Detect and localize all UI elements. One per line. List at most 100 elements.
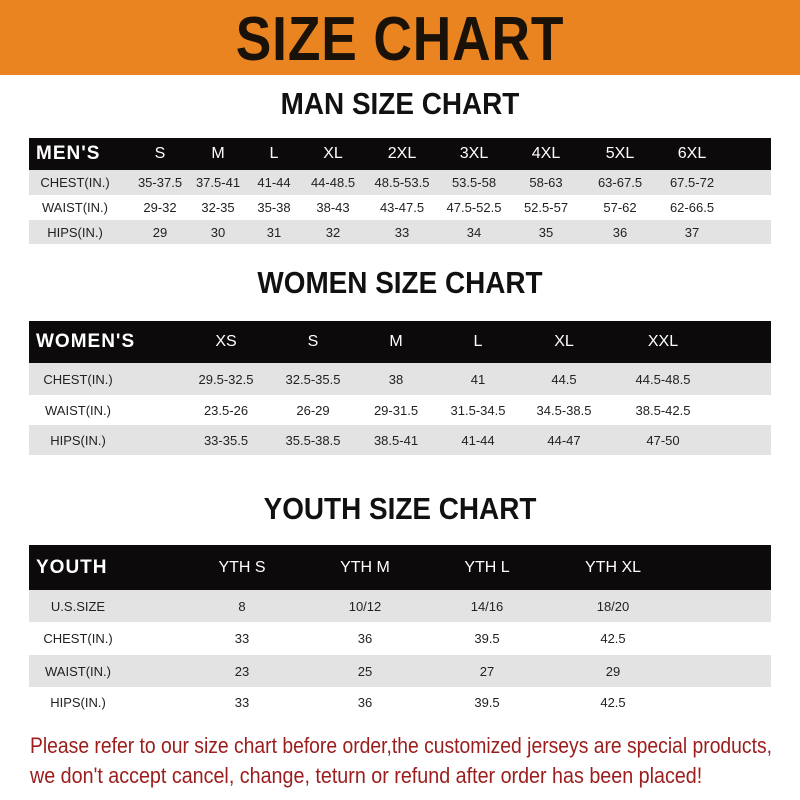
table-cell: 34.5-38.5 — [536, 402, 592, 418]
table-cell: 52.5-57 — [523, 200, 569, 215]
table-cell: 41-44 — [461, 432, 495, 448]
table-cell: 25 — [357, 663, 373, 679]
table-cell: 58-63 — [529, 175, 563, 190]
measure-label: WAIST(IN.) — [45, 402, 111, 418]
table-cell: 41-44 — [257, 175, 291, 190]
measure-label: CHEST(IN.) — [40, 175, 110, 190]
table-cell: 33-35.5 — [203, 432, 249, 448]
table-cell: 38.5-42.5 — [635, 402, 691, 418]
table-title-cell: MEN'S — [36, 143, 101, 164]
table-cell: 35-38 — [257, 200, 291, 215]
table-cell: 8 — [238, 598, 246, 614]
table-cell: 41 — [470, 371, 486, 387]
women-section-title: WOMEN SIZE CHART — [257, 265, 543, 300]
size-header: YTH XL — [584, 558, 642, 576]
table-cell: 44-48.5 — [310, 175, 356, 190]
table-header-row: YOUTH YTH S YTH M YTH L YTH XL — [29, 545, 771, 590]
table-cell: 39.5 — [474, 695, 500, 710]
table-row: CHEST(IN.) 35-37.5 37.5-41 41-44 44-48.5 48.5… — [29, 170, 771, 195]
table-cell: 18/20 — [596, 598, 630, 614]
table-cell: 35 — [538, 224, 554, 240]
size-header: XXL — [647, 333, 679, 350]
measure-label: HIPS(IN.) — [47, 224, 103, 240]
table-header-row: MEN'S S M L XL 2XL 3XL 4XL 5XL 6XL — [29, 138, 771, 170]
table-row: HIPS(IN.) 33 36 39.5 42.5 — [29, 687, 771, 718]
size-header: 4XL — [531, 145, 561, 162]
size-header: 3XL — [459, 145, 489, 162]
banner: SIZE CHART — [0, 0, 800, 75]
table-cell: 36 — [612, 224, 628, 240]
table-cell: 36 — [357, 631, 373, 646]
notice-line-1: Please refer to our size chart before or… — [30, 733, 772, 758]
measure-label: WAIST(IN.) — [42, 200, 108, 215]
size-header: 2XL — [387, 145, 417, 162]
table-cell: 14/16 — [470, 598, 504, 614]
table-cell: 35-37.5 — [137, 175, 183, 190]
notice-line-2: we don't accept cancel, change, teturn o… — [30, 763, 703, 788]
table-cell: 44-47 — [547, 432, 581, 448]
table-cell: 27 — [479, 663, 495, 679]
table-cell: 53.5-58 — [451, 175, 497, 190]
table-cell: 38.5-41 — [373, 432, 419, 448]
table-cell: 34 — [466, 224, 482, 240]
measure-label: HIPS(IN.) — [50, 695, 106, 710]
size-header: M — [211, 145, 225, 162]
size-header: S — [307, 333, 319, 350]
table-cell: 44.5-48.5 — [635, 371, 691, 387]
table-row: CHEST(IN.) 29.5-32.5 32.5-35.5 38 41 44.5 44.5… — [29, 363, 771, 395]
size-header: XS — [215, 333, 237, 350]
measure-label: HIPS(IN.) — [50, 432, 106, 448]
measure-label: CHEST(IN.) — [43, 371, 113, 387]
table-title-cell: WOMEN'S — [36, 331, 136, 352]
table-cell: 43-47.5 — [379, 200, 425, 215]
men-size-table: MEN'S S M L XL 2XL 3XL 4XL 5XL 6XL CHEST(IN.) 35-37… — [29, 138, 771, 244]
measure-label: U.S.SIZE — [50, 598, 106, 614]
table-row: HIPS(IN.) 29 30 31 32 33 34 35 36 37 — [29, 220, 771, 244]
measure-label: WAIST(IN.) — [45, 663, 111, 679]
size-header: XL — [323, 145, 343, 162]
table-cell: 31 — [266, 224, 282, 240]
size-header: L — [269, 145, 279, 162]
table-cell: 23.5-26 — [203, 402, 249, 418]
measure-label: CHEST(IN.) — [43, 631, 113, 646]
table-cell: 42.5 — [600, 631, 626, 646]
table-header-row: WOMEN'S XS S M L XL XXL — [29, 321, 771, 363]
table-row: U.S.SIZE 8 10/12 14/16 18/20 — [29, 590, 771, 622]
table-cell: 33 — [394, 224, 410, 240]
size-header: L — [473, 333, 483, 350]
table-cell: 57-62 — [603, 200, 637, 215]
table-cell: 29 — [605, 663, 621, 679]
table-cell: 44.5 — [551, 371, 577, 387]
table-row: WAIST(IN.) 23.5-26 26-29 29-31.5 31.5-34.5 34… — [29, 395, 771, 425]
table-cell: 47-50 — [646, 432, 680, 448]
size-header: 6XL — [677, 145, 707, 162]
size-header: S — [154, 145, 166, 162]
size-header: YTH M — [340, 558, 390, 576]
table-cell: 32.5-35.5 — [285, 371, 341, 387]
table-row: CHEST(IN.) 33 36 39.5 42.5 — [29, 622, 771, 655]
women-size-table: WOMEN'S XS S M L XL XXL CHEST(IN.) 29.5-32.5 32.5… — [29, 321, 771, 455]
youth-section-title: YOUTH SIZE CHART — [263, 491, 537, 526]
table-cell: 36 — [357, 695, 373, 710]
table-cell: 39.5 — [474, 631, 500, 646]
table-cell: 32 — [325, 224, 341, 240]
size-header: XL — [554, 333, 574, 350]
table-cell: 32-35 — [201, 200, 235, 215]
table-cell: 29-32 — [143, 200, 177, 215]
table-title-cell: YOUTH — [36, 556, 108, 578]
table-cell: 62-66.5 — [669, 200, 715, 215]
table-cell: 47.5-52.5 — [446, 200, 502, 215]
table-cell: 38 — [388, 371, 404, 387]
size-header: M — [389, 333, 403, 350]
size-header: 5XL — [605, 145, 635, 162]
table-cell: 67.5-72 — [669, 175, 715, 190]
table-cell: 29-31.5 — [373, 402, 419, 418]
table-cell: 30 — [210, 224, 226, 240]
table-cell: 31.5-34.5 — [450, 402, 506, 418]
banner-title: SIZE CHART — [235, 5, 565, 74]
table-cell: 37 — [684, 224, 700, 240]
table-cell: 63-67.5 — [597, 175, 643, 190]
table-cell: 38-43 — [316, 200, 350, 215]
table-row: WAIST(IN.) 23 25 27 29 — [29, 655, 771, 687]
table-row: WAIST(IN.) 29-32 32-35 35-38 38-43 43-47.5 47.… — [29, 195, 771, 220]
